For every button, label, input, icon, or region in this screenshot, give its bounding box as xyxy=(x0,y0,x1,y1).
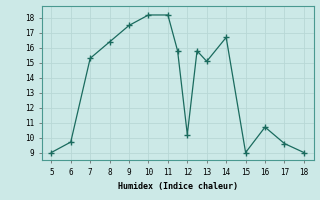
X-axis label: Humidex (Indice chaleur): Humidex (Indice chaleur) xyxy=(118,182,237,191)
